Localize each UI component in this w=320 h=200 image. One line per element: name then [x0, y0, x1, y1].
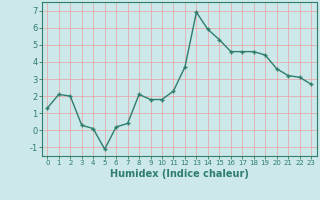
X-axis label: Humidex (Indice chaleur): Humidex (Indice chaleur) — [110, 169, 249, 179]
